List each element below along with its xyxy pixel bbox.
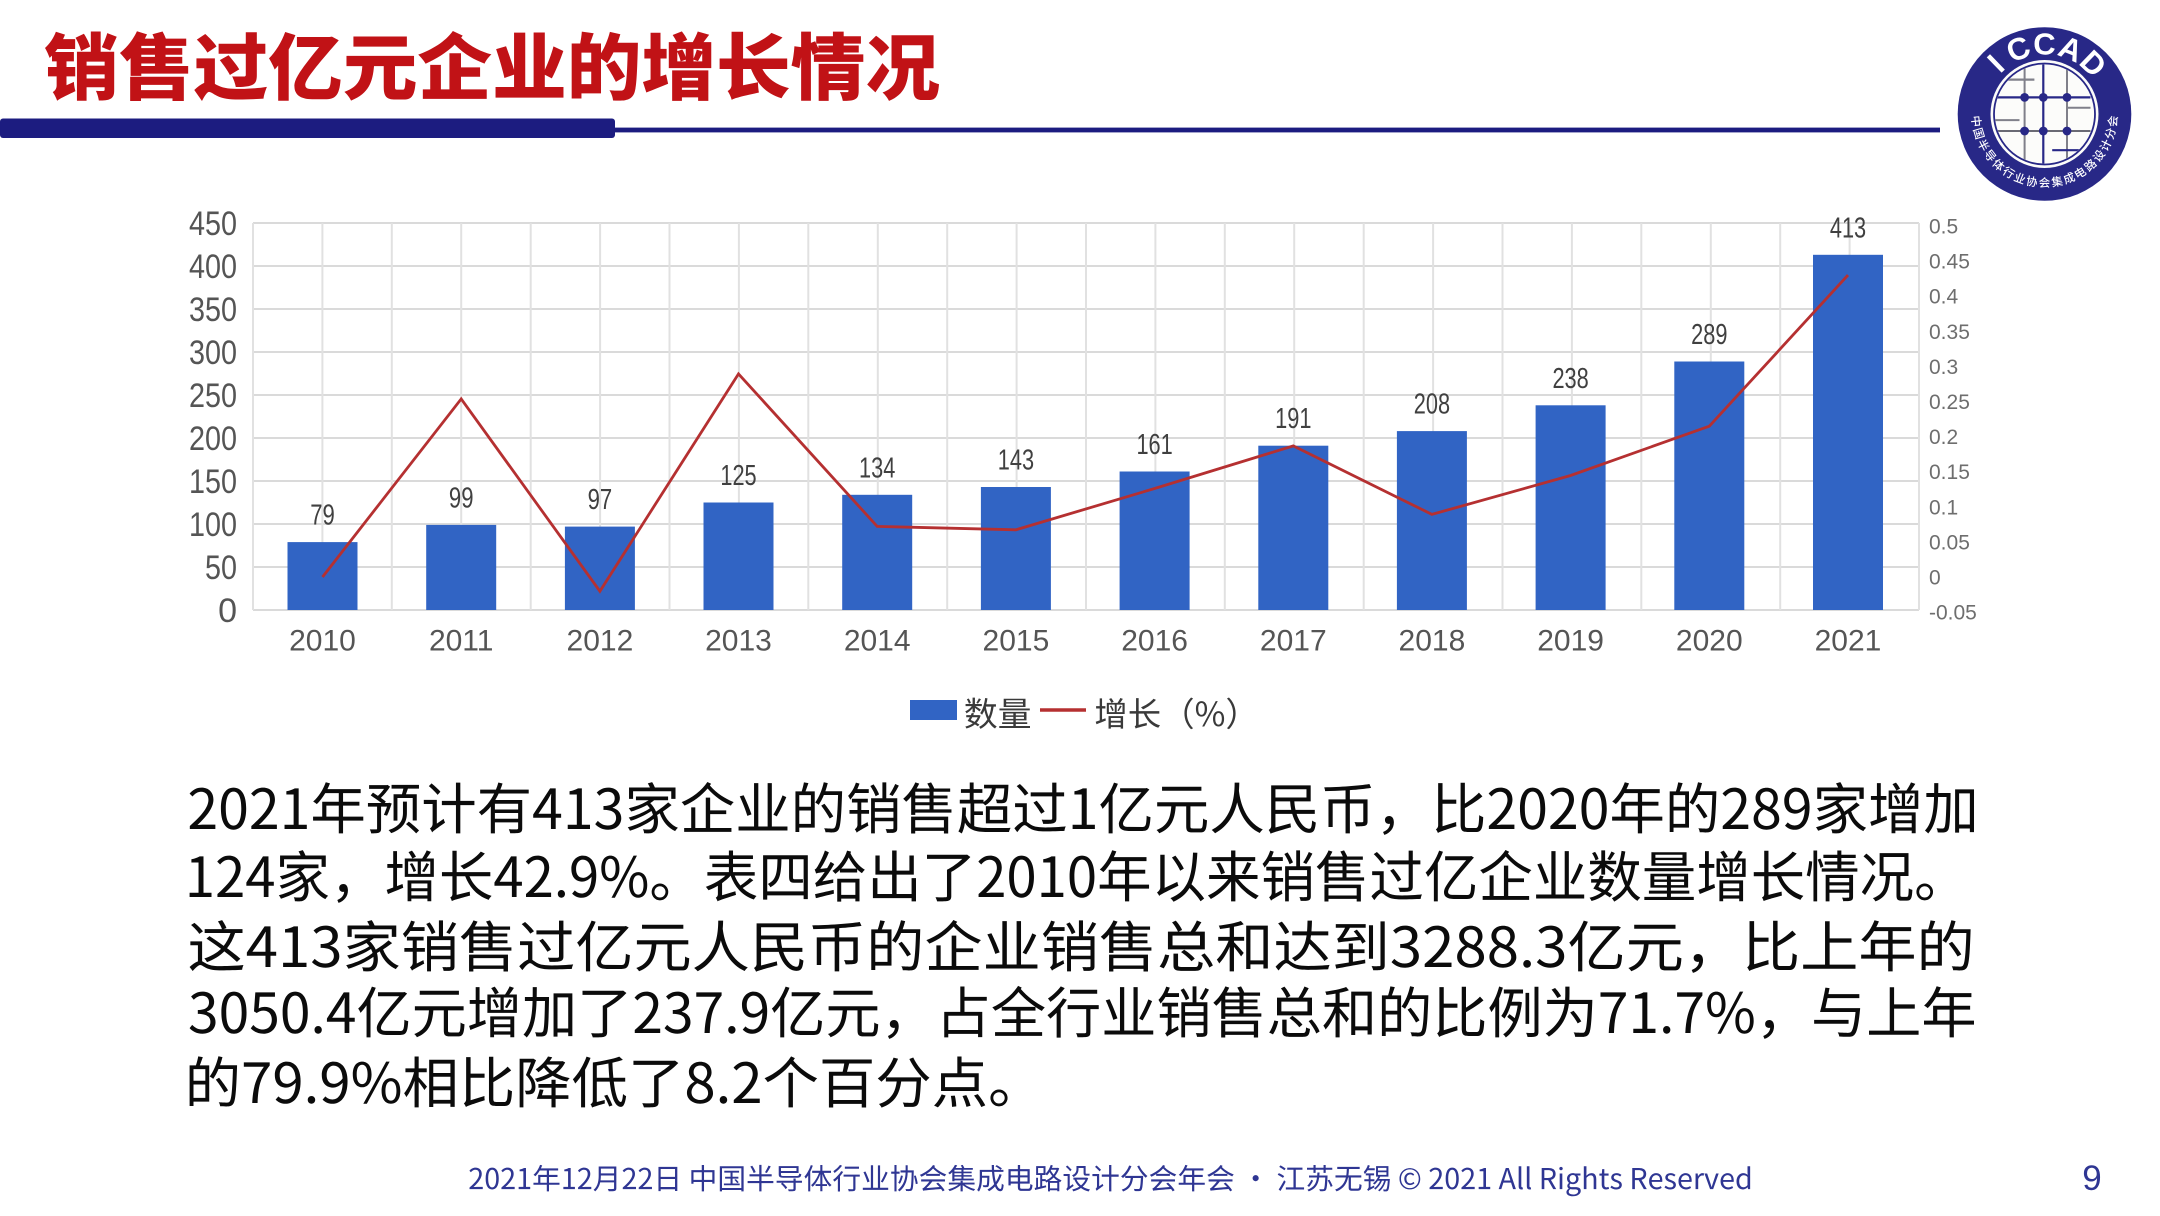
svg-text:238: 238: [1552, 363, 1588, 395]
svg-text:79: 79: [310, 500, 335, 532]
svg-text:250: 250: [189, 377, 237, 415]
svg-text:0: 0: [218, 592, 237, 630]
svg-text:289: 289: [1691, 319, 1727, 351]
svg-text:C: C: [2033, 27, 2055, 62]
svg-text:161: 161: [1136, 429, 1172, 461]
svg-text:125: 125: [720, 460, 756, 492]
svg-text:2010: 2010: [289, 625, 356, 658]
svg-text:134: 134: [859, 452, 895, 484]
svg-text:0.5: 0.5: [1929, 216, 1958, 239]
svg-text:0.15: 0.15: [1929, 461, 1970, 484]
svg-text:200: 200: [189, 420, 237, 458]
svg-text:0: 0: [1929, 567, 1941, 590]
svg-text:2016: 2016: [1121, 625, 1188, 658]
svg-text:-0.05: -0.05: [1929, 602, 1977, 625]
svg-text:2011: 2011: [429, 625, 494, 658]
svg-text:2018: 2018: [1399, 625, 1466, 658]
svg-text:97: 97: [588, 484, 613, 516]
svg-text:2015: 2015: [983, 625, 1050, 658]
svg-text:0.1: 0.1: [1929, 496, 1958, 519]
svg-text:191: 191: [1275, 403, 1311, 435]
svg-text:2020: 2020: [1676, 625, 1743, 658]
svg-text:0.05: 0.05: [1929, 531, 1970, 554]
svg-text:413: 413: [1830, 212, 1866, 244]
svg-text:350: 350: [189, 291, 237, 329]
svg-text:2014: 2014: [844, 625, 911, 658]
svg-text:9: 9: [2082, 1159, 2101, 1198]
svg-text:0.3: 0.3: [1929, 356, 1958, 379]
svg-text:2012: 2012: [567, 625, 634, 658]
svg-text:400: 400: [189, 248, 237, 286]
svg-text:0.35: 0.35: [1929, 321, 1970, 344]
svg-text:2019: 2019: [1537, 625, 1604, 658]
svg-text:2013: 2013: [705, 625, 772, 658]
svg-text:99: 99: [449, 482, 474, 514]
svg-text:208: 208: [1414, 389, 1450, 421]
svg-text:143: 143: [998, 445, 1034, 477]
svg-text:150: 150: [189, 463, 237, 501]
svg-text:450: 450: [189, 205, 237, 243]
svg-text:0.4: 0.4: [1929, 286, 1959, 309]
svg-text:50: 50: [205, 549, 237, 587]
svg-text:0.45: 0.45: [1929, 251, 1970, 274]
svg-text:100: 100: [189, 506, 237, 544]
svg-text:2017: 2017: [1260, 625, 1327, 658]
svg-text:300: 300: [189, 334, 237, 372]
svg-text:0.25: 0.25: [1929, 391, 1970, 414]
svg-text:2021: 2021: [1815, 625, 1882, 658]
svg-text:0.2: 0.2: [1929, 426, 1958, 449]
